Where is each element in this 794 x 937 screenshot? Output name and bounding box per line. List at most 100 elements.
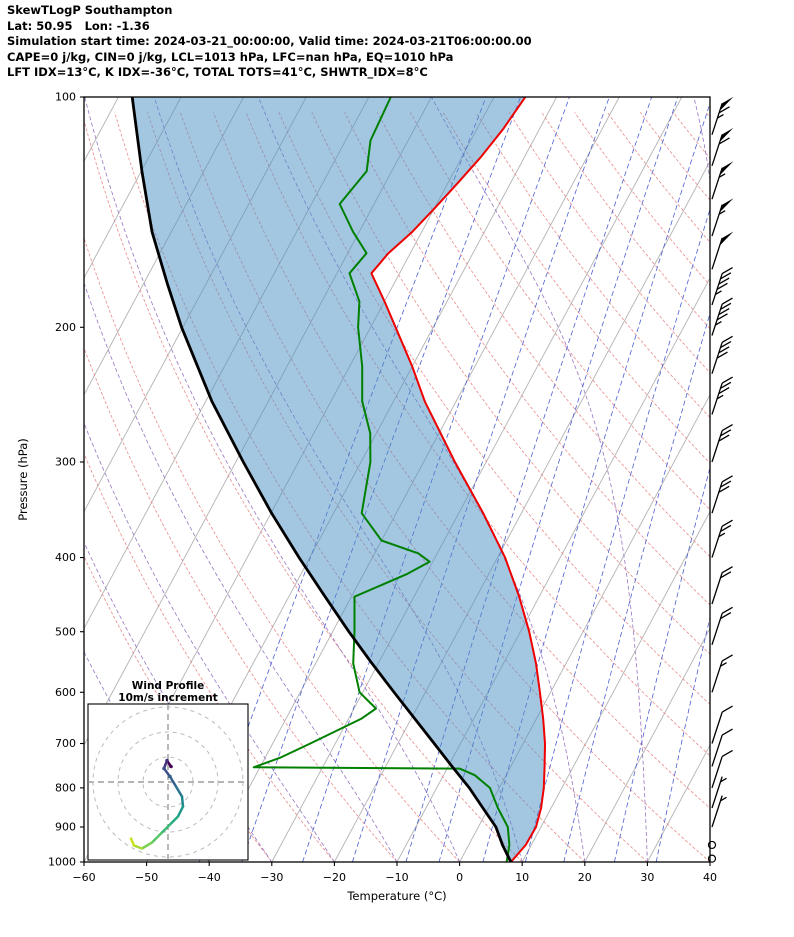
dry-adiabat-line (278, 112, 710, 705)
x-axis-label: Temperature (°C) (346, 889, 446, 903)
mixing-ratio-line (655, 615, 710, 862)
hodograph-trace-segment (176, 805, 185, 818)
x-tick-label: 40 (703, 871, 717, 884)
hodograph-trace-segment (168, 775, 178, 788)
x-tick-label: 20 (578, 871, 592, 884)
hodograph-trace-segment (174, 785, 184, 798)
parcel-curve (130, 97, 513, 862)
wind-barb-icon (711, 376, 733, 415)
wind-barbs (707, 96, 734, 863)
wind-barb-icon (711, 297, 733, 336)
hodograph-trace-segment (159, 823, 172, 835)
x-tick-label: −10 (385, 871, 408, 884)
wind-barb-icon (711, 519, 733, 558)
isotherm-line (647, 744, 710, 862)
wind-barb-icon (711, 606, 733, 645)
dry-adiabat-line (84, 346, 398, 862)
wind-barb-icon (711, 96, 734, 135)
hodograph-trace-segment (168, 815, 180, 826)
y-tick-label: 300 (55, 456, 76, 469)
moist-adiabat-line (84, 422, 335, 862)
x-tick-label: 0 (456, 871, 463, 884)
calm-wind-icon (707, 854, 717, 863)
lifted-indices-line: LFT IDX=13°C, K IDX=-36°C, TOTAL TOTS=41… (7, 65, 428, 80)
x-tick-label: 30 (640, 871, 654, 884)
mixing-ratio-line (198, 97, 487, 862)
dry-adiabat-line (574, 112, 710, 286)
profile-curves (130, 97, 546, 862)
hodograph-trace-segment (150, 832, 163, 844)
wind-barb-icon (711, 161, 734, 200)
wind-barb-icon (711, 654, 733, 693)
mixing-ratio-line (352, 97, 610, 862)
dry-adiabat-line (672, 112, 710, 160)
wind-barb-icon (711, 127, 734, 166)
mixing-ratio-line (614, 466, 710, 862)
x-tick-label: −40 (198, 871, 221, 884)
mixing-ratio-line (525, 207, 710, 862)
x-tick-label: 10 (515, 871, 529, 884)
hodograph-trace-segment (140, 841, 154, 850)
hodograph-trace-segment (129, 837, 136, 847)
dry-adiabat-line (541, 112, 710, 330)
sim-time-line: Simulation start time: 2024-03-21_00:00:… (7, 34, 532, 49)
hodograph-ring (142, 756, 194, 808)
wind-barb-icon (711, 424, 733, 463)
dry-adiabat-line (409, 112, 710, 511)
wind-barb-icon (711, 705, 733, 744)
hodograph-title: Wind Profile (132, 680, 204, 692)
dry-adiabat-line (377, 112, 710, 558)
hodograph-trace-point (165, 758, 169, 763)
wind-barb-icon (711, 267, 733, 306)
dry-adiabat-line (705, 112, 710, 118)
wind-barb-icon (711, 198, 734, 237)
hodograph-trace-point (168, 774, 172, 779)
hodograph-trace-segment (132, 844, 144, 850)
y-tick-label: 200 (55, 321, 76, 334)
calm-wind-icon (707, 840, 717, 850)
mixing-ratio-line (405, 97, 653, 862)
wind-barb-icon (711, 231, 734, 270)
wind-barb-icon (711, 749, 733, 789)
cape-indices-line: CAPE=0 j/kg, CIN=0 j/kg, LCL=1013 hPa, L… (7, 49, 454, 64)
y-tick-label: 700 (55, 737, 76, 750)
y-tick-label: 1000 (48, 856, 76, 869)
hodograph-trace-segment (180, 795, 185, 808)
dewpoint-curve (252, 97, 511, 862)
moist-adiabat-line (84, 97, 460, 862)
figure-title: SkewTLogP Southampton (7, 3, 173, 17)
hodograph-subtitle: 10m/s increment (118, 692, 217, 704)
wind-barb-icon (711, 776, 727, 809)
x-tick-label: −60 (72, 871, 95, 884)
hodograph-trace-point (169, 764, 173, 769)
y-tick-label: 500 (55, 625, 76, 638)
x-tick-label: −30 (260, 871, 283, 884)
y-axis-label: Pressure (hPa) (16, 438, 30, 521)
sounding-shaded-area (132, 97, 545, 862)
dry-adiabat-line (442, 112, 710, 464)
temperature-curve (370, 97, 546, 862)
moist-adiabat-line (431, 97, 648, 862)
y-tick-label: 900 (55, 821, 76, 834)
moist-adiabat-line (84, 281, 398, 862)
isotherm-line (334, 160, 710, 862)
isotherm-line (584, 627, 710, 862)
y-tick-label: 400 (55, 551, 76, 564)
header-block: SkewTLogP Southampton Lat: 50.95 Lon: -1… (7, 3, 532, 81)
dry-adiabat-line (607, 112, 710, 243)
x-tick-label: −50 (135, 871, 158, 884)
x-tick-label: −20 (323, 871, 346, 884)
wind-barb-icon (711, 475, 733, 514)
y-tick-label: 600 (55, 686, 76, 699)
hodograph-ring (117, 731, 219, 833)
wind-barb-icon (711, 335, 733, 374)
y-tick-label: 800 (55, 781, 76, 794)
isotherm-line (521, 510, 710, 862)
hodograph-ring (92, 706, 244, 858)
location-line: Lat: 50.95 Lon: -1.36 (7, 18, 150, 33)
isotherm-line (84, 97, 182, 279)
